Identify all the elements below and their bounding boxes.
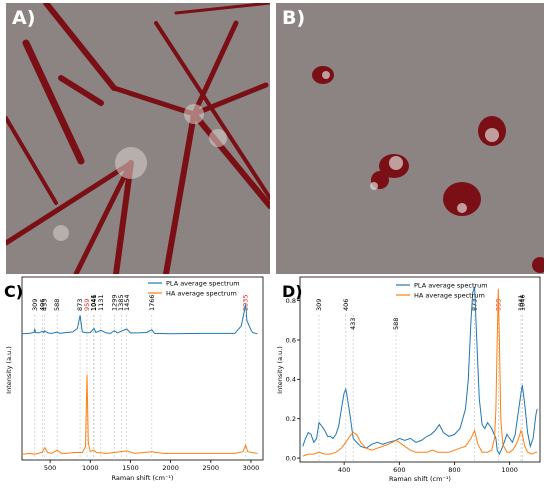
peak-label: 1299 <box>110 294 118 311</box>
peak-label: 1046 <box>90 294 98 311</box>
legend: PLA average spectrum HA average spectrum <box>148 280 240 298</box>
panel-label-a: A) <box>12 7 36 29</box>
peak-label: 2935 <box>242 294 250 311</box>
y-axis-label: Intensity (a.u.) <box>276 346 284 394</box>
peak-label: 406 <box>39 299 47 311</box>
peak-label: 309 <box>31 299 39 311</box>
panel-label-b: B) <box>282 7 306 29</box>
peak-label: 1041 <box>90 294 98 311</box>
x-axis-label: Raman shift (cm⁻¹) <box>389 475 451 483</box>
peak-label: 433 <box>349 318 357 330</box>
series-line <box>21 304 258 335</box>
peak-label: 1041 <box>517 294 525 311</box>
x-axis-label: Raman shift (cm⁻¹) <box>112 474 174 482</box>
x-tick-label: 600 <box>393 466 405 474</box>
plot-frame <box>299 276 541 463</box>
x-tick-label: 2000 <box>162 464 179 472</box>
spectra-chart-c: 309 406 433 588 873 959 1041 1046 1131 1299 1385 14… <box>0 275 272 490</box>
x-tick-label: 2500 <box>203 464 220 472</box>
peak-label: 1046 <box>518 294 526 311</box>
spectra-chart-d: 309 406 433 588 873 959 1041 1046 400 600 800 1000 0… <box>276 275 550 490</box>
peak-label: 588 <box>53 299 61 311</box>
x-tick-label: 800 <box>448 466 460 474</box>
peak-label: 433 <box>41 299 49 311</box>
series-line <box>302 288 538 457</box>
y-tick-label: 0.4 <box>286 376 296 384</box>
peak-label: 873 <box>471 299 479 311</box>
legend-label: HA average spectrum <box>166 290 237 298</box>
peak-label: 1454 <box>123 294 131 311</box>
raman-map-a: A) <box>6 3 270 274</box>
x-tick-label: 3000 <box>243 464 260 472</box>
series-line <box>302 286 538 456</box>
peak-label: 959 <box>83 299 91 311</box>
peak-label: 309 <box>315 299 323 311</box>
y-axis-label: Intensity (a.u.) <box>5 346 13 394</box>
peak-label: 1766 <box>148 294 156 311</box>
plot-frame <box>21 276 264 461</box>
x-tick-label: 500 <box>44 464 56 472</box>
y-tick-label: 0.2 <box>286 415 296 423</box>
panel-label-d: D) <box>282 282 303 301</box>
peak-label: 1131 <box>97 294 105 311</box>
peak-label: 1385 <box>117 294 125 311</box>
x-tick-label: 1000 <box>82 464 99 472</box>
raman-map-b: B) <box>276 3 544 274</box>
peak-label: 588 <box>392 318 400 330</box>
x-tick-label: 1500 <box>122 464 139 472</box>
panel-label-c: C) <box>4 282 23 301</box>
legend-label: HA average spectrum <box>414 292 485 300</box>
y-tick-label: 0.0 <box>286 454 296 462</box>
legend-label: PLA average spectrum <box>414 282 488 290</box>
x-tick-label: 400 <box>338 466 350 474</box>
peak-label: 873 <box>76 299 84 311</box>
legend: PLA average spectrum HA average spectrum <box>396 282 488 300</box>
y-tick-label: 0.6 <box>286 336 296 344</box>
x-tick-label: 1000 <box>501 466 518 474</box>
legend-label: PLA average spectrum <box>166 280 240 288</box>
series-line <box>21 374 258 455</box>
raman-map-b-image <box>276 3 544 274</box>
y-tick-label: 0.8 <box>286 297 296 305</box>
raman-map-a-image <box>6 3 270 274</box>
peak-label: 406 <box>342 299 350 311</box>
